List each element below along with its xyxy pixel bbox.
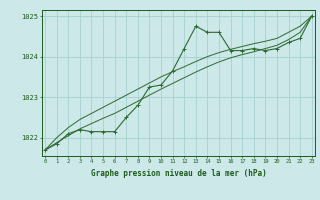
X-axis label: Graphe pression niveau de la mer (hPa): Graphe pression niveau de la mer (hPa) xyxy=(91,169,266,178)
